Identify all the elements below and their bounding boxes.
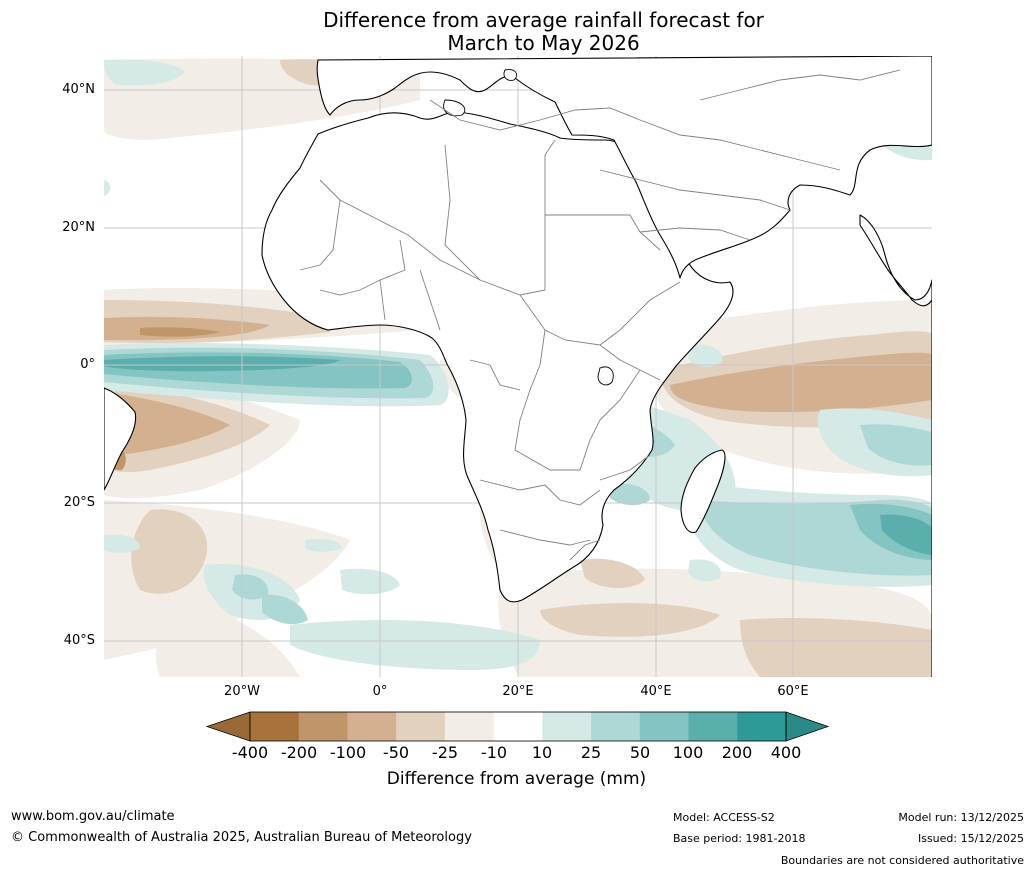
- colorbar-box: [444, 712, 495, 741]
- colorbar-box: [347, 712, 397, 741]
- lat-label-0: 0°: [80, 357, 95, 372]
- colorbar-tick: 10: [531, 743, 553, 762]
- land-masses: [104, 56, 932, 677]
- footer-model-run: Model run: 13/12/2025: [898, 811, 1024, 824]
- map-title: Difference from average rainfall forecas…: [0, 9, 1035, 55]
- colorbar-tick: 100: [672, 743, 704, 762]
- colorbar-title-text: Difference from average (mm): [386, 769, 647, 789]
- anomaly-wet-very-strong: [104, 356, 932, 555]
- lon-label-0: 0°: [372, 684, 388, 699]
- europe-mainland: [316, 56, 932, 279]
- colorbar-boxes: [250, 712, 787, 741]
- colorbar-high-arrow: [785, 711, 830, 742]
- map-title-line2: March to May 2026: [447, 31, 640, 55]
- colorbar-title: Difference from average (mm): [0, 769, 1035, 789]
- footer-base-period: Base period: 1981-2018: [673, 832, 806, 845]
- colorbar-tick: 25: [580, 743, 602, 762]
- footer-model: Model: ACCESS-S2: [673, 811, 775, 824]
- colorbar-box: [250, 712, 300, 741]
- lat-label-20s: 20°S: [63, 495, 95, 510]
- footer-website[interactable]: www.bom.gov.au/climate: [11, 809, 175, 824]
- colorbar-box: [688, 712, 738, 741]
- colorbar-low-arrow: [205, 711, 251, 742]
- colorbar-tick: -100: [329, 743, 367, 762]
- madagascar: [680, 449, 726, 534]
- lat-label-40s: 40°S: [63, 633, 95, 648]
- footer-copyright: © Commonwealth of Australia 2025, Austra…: [11, 830, 472, 845]
- colorbar-tick: -25: [431, 743, 459, 762]
- colorbar-tick: 200: [721, 743, 753, 762]
- colorbar-tick: -400: [231, 743, 269, 762]
- south-america-tip: [104, 387, 137, 491]
- colorbar-box: [591, 712, 641, 741]
- country-boundaries: [299, 69, 901, 561]
- india: [859, 214, 932, 677]
- colorbar-box: [396, 712, 446, 741]
- colorbar-tick: -10: [480, 743, 508, 762]
- colorbar-box: [542, 712, 592, 741]
- colorbar-box: [639, 712, 690, 741]
- footer-disclaimer: Boundaries are not considered authoritat…: [780, 854, 1024, 867]
- lat-label-20n: 20°N: [62, 220, 95, 235]
- lon-label-60e: 60°E: [777, 684, 809, 699]
- colorbar-box: [298, 712, 348, 741]
- colorbar-box: [493, 712, 543, 741]
- lon-label-20e: 20°E: [502, 684, 534, 699]
- map-title-line1: Difference from average rainfall forecas…: [323, 8, 764, 32]
- colorbar-box: [737, 712, 787, 741]
- lon-label-20w: 20°W: [224, 684, 260, 699]
- lon-label-40e: 40°E: [640, 684, 672, 699]
- colorbar-tick: 50: [629, 743, 651, 762]
- colorbar-tick: -200: [280, 743, 318, 762]
- lat-label-40n: 40°N: [62, 82, 95, 97]
- footer-issued: Issued: 15/12/2025: [917, 832, 1024, 845]
- inland-waters: [443, 69, 614, 386]
- colorbar-frame: [249, 711, 787, 742]
- colorbar-tick: -50: [382, 743, 410, 762]
- colorbar-tick: 400: [770, 743, 802, 762]
- africa-coastline: [261, 111, 734, 603]
